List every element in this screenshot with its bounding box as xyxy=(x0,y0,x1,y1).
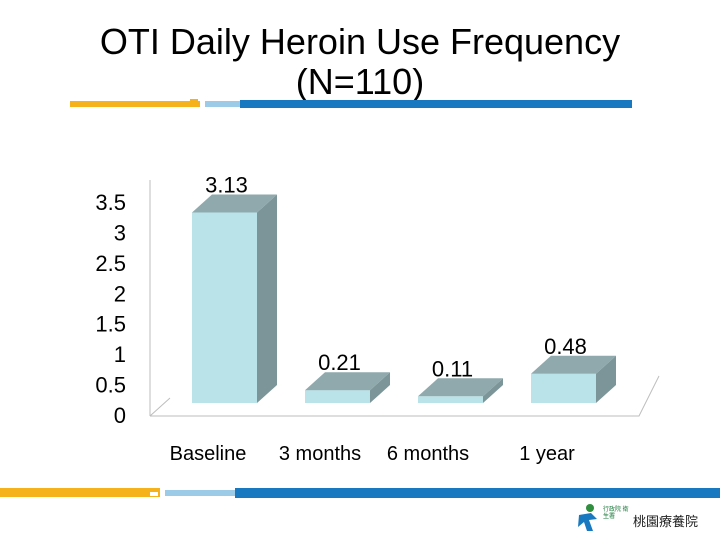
bar-front-face xyxy=(531,373,596,403)
top-stripe-light-blue xyxy=(205,101,255,107)
chart-title: OTI Daily Heroin Use Frequency (N=110) xyxy=(0,22,720,102)
bar-side-face xyxy=(370,372,390,403)
bar-data-label: 0.11 xyxy=(432,356,473,381)
bar-data-label: 0.21 xyxy=(318,350,361,375)
title-line-2: (N=110) xyxy=(295,61,425,102)
top-stripe-orange-tick xyxy=(190,99,198,103)
x-category-label: Baseline xyxy=(170,443,247,465)
bar-top-face xyxy=(305,372,390,391)
bar-front-face xyxy=(418,396,483,403)
bottom-stripe-orange xyxy=(0,488,160,497)
chart-floor xyxy=(149,180,660,417)
bar xyxy=(192,194,277,403)
bottom-stripe-blue xyxy=(235,488,720,498)
y-tick-label: 3 xyxy=(114,220,126,245)
hospital-logo: 行政院 衛生署 桃園療養院 xyxy=(575,503,710,535)
floor-outline xyxy=(149,180,660,417)
y-tick-label: 1.5 xyxy=(95,312,126,337)
bar xyxy=(305,372,390,403)
bar-data-label: 0.48 xyxy=(544,334,587,359)
bar xyxy=(418,378,503,403)
y-tick-label: 0 xyxy=(114,403,126,428)
x-axis-labels: Baseline 3 months 6 months 1 year xyxy=(170,443,575,465)
bar xyxy=(531,355,616,403)
logo-hospital-name: 桃園療養院 xyxy=(633,514,699,529)
bar-top-face xyxy=(418,378,503,397)
y-axis: 0 0.5 1 1.5 2 2.5 3 3.5 xyxy=(95,190,126,428)
y-tick-label: 0.5 xyxy=(95,373,126,398)
running-figure-icon xyxy=(578,504,597,531)
logo-org-text: 行政院 衛生署 xyxy=(603,507,629,520)
bar-front-face xyxy=(192,212,257,403)
x-category-label: 1 year xyxy=(519,443,575,465)
bars: 3.13 0.21 0.11 0.48 xyxy=(192,173,616,403)
y-tick-label: 1 xyxy=(114,342,126,367)
bar-top-face xyxy=(192,194,277,213)
top-decorative-stripe xyxy=(70,99,632,108)
x-category-label: 6 months xyxy=(387,443,469,465)
y-tick-label: 2 xyxy=(114,281,126,306)
bottom-stripe-light-blue xyxy=(165,490,235,496)
bottom-decorative-stripe xyxy=(0,488,720,498)
bar-data-label: 3.13 xyxy=(205,173,248,198)
bottom-stripe-gap xyxy=(150,492,158,496)
y-tick-label: 3.5 xyxy=(95,190,126,215)
bar-side-face xyxy=(483,378,503,403)
bar-side-face xyxy=(257,194,277,403)
top-stripe-blue xyxy=(240,100,632,108)
title-line-1: OTI Daily Heroin Use Frequency xyxy=(99,21,621,62)
x-category-label: 3 months xyxy=(279,443,361,465)
bar-top-face xyxy=(531,355,616,374)
bar-front-face xyxy=(305,390,370,403)
top-stripe-orange xyxy=(70,101,200,107)
y-tick-label: 2.5 xyxy=(95,251,126,276)
bar-side-face xyxy=(596,355,616,403)
